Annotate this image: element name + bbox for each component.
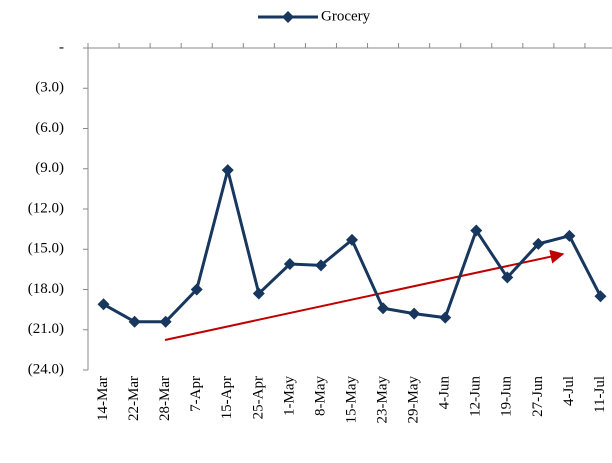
x-tick-label: 23-May bbox=[374, 376, 390, 424]
data-point bbox=[532, 237, 545, 250]
x-tick-label: 14-Mar bbox=[95, 376, 111, 421]
y-tick-label: (9.0) bbox=[35, 160, 64, 176]
y-tick-label: - bbox=[59, 39, 64, 55]
data-point bbox=[190, 283, 203, 296]
y-tick-label: (18.0) bbox=[28, 281, 64, 297]
data-point bbox=[501, 271, 514, 284]
y-tick-label: (3.0) bbox=[35, 80, 64, 96]
trend-arrow bbox=[164, 249, 565, 341]
x-tick-label: 22-Mar bbox=[126, 376, 142, 421]
x-tick-label: 4-Jul bbox=[561, 376, 577, 406]
legend-marker bbox=[282, 11, 294, 23]
data-point bbox=[252, 287, 265, 300]
data-point bbox=[563, 229, 576, 242]
x-tick-label: 11-Jul bbox=[592, 376, 608, 413]
y-tick-label: (21.0) bbox=[28, 321, 64, 337]
data-point bbox=[97, 298, 110, 311]
y-tick-label: (6.0) bbox=[35, 120, 64, 136]
legend-label: Grocery bbox=[321, 8, 371, 24]
x-tick-label: 25-Apr bbox=[250, 376, 266, 419]
data-point bbox=[377, 302, 390, 315]
data-point bbox=[314, 259, 327, 272]
x-tick-label: 15-May bbox=[343, 376, 359, 424]
data-point bbox=[470, 224, 483, 237]
data-point bbox=[594, 290, 607, 303]
data-point bbox=[128, 315, 141, 328]
x-tick-label: 1-May bbox=[281, 376, 297, 416]
x-tick-label: 15-Apr bbox=[219, 376, 235, 419]
x-tick-label: 29-May bbox=[406, 376, 422, 424]
x-tick-label: 12-Jun bbox=[468, 376, 484, 417]
x-tick-label: 28-Mar bbox=[157, 376, 173, 421]
x-tick-label: 4-Jun bbox=[437, 376, 453, 410]
data-point bbox=[346, 233, 358, 246]
data-point bbox=[283, 258, 296, 271]
x-tick-label: 7-Apr bbox=[188, 376, 204, 412]
x-tick-label: 19-Jun bbox=[499, 376, 515, 417]
data-point bbox=[159, 315, 172, 328]
data-point bbox=[408, 307, 421, 320]
y-tick-label: (12.0) bbox=[28, 200, 64, 216]
x-tick-label: 8-May bbox=[312, 376, 328, 416]
y-tick-label: (15.0) bbox=[28, 241, 64, 257]
data-point bbox=[221, 164, 234, 177]
x-tick-label: 27-Jun bbox=[530, 376, 546, 417]
y-tick-label: (24.0) bbox=[28, 361, 64, 377]
data-point bbox=[439, 311, 452, 324]
